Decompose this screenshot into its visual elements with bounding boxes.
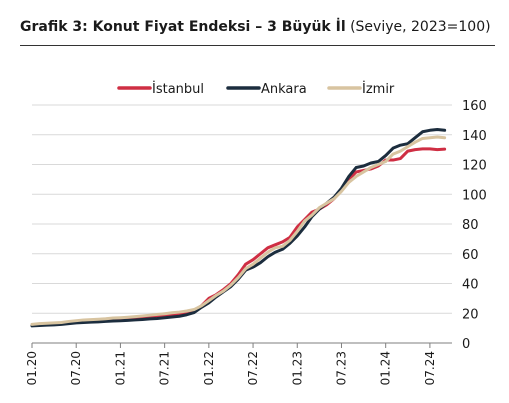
- title-underline: [20, 45, 495, 46]
- y-tick-label: 0: [462, 337, 470, 352]
- legend-label-2: İzmir: [362, 81, 395, 97]
- chart-title-block: Grafik 3: Konut Fiyat Endeksi – 3 Büyük …: [20, 17, 500, 37]
- y-tick-label: 160: [462, 99, 487, 114]
- x-tick-label: 01.24: [379, 351, 393, 385]
- y-tick-label: 20: [462, 307, 479, 322]
- y-tick-label: 80: [462, 218, 479, 233]
- chart-title: Grafik 3: Konut Fiyat Endeksi – 3 Büyük …: [20, 19, 346, 35]
- x-tick-label: 07.21: [158, 351, 172, 385]
- axes: 0 20 40 60 80 100 120 140 160 01.20 07.20 01.21 07.2…: [25, 99, 487, 385]
- legend-label-1: Ankara: [261, 82, 307, 97]
- x-tick-label: 07.22: [246, 351, 260, 385]
- x-tick-label: 07.20: [69, 351, 83, 385]
- series-lines: [30, 128, 447, 328]
- x-tick-label: 01.20: [25, 351, 39, 385]
- x-tick-label: 01.23: [290, 351, 304, 385]
- y-tick-label: 140: [462, 129, 487, 144]
- series-line-0: [30, 147, 447, 327]
- x-tick-label: 07.23: [334, 351, 348, 385]
- gridlines: [32, 104, 452, 314]
- x-tick-label: 01.21: [113, 351, 127, 385]
- y-tick-label: 60: [462, 248, 479, 263]
- y-tick-label: 100: [462, 188, 487, 203]
- x-tick-label: 07.24: [423, 351, 437, 385]
- legend: İstanbul Ankara İzmir: [117, 81, 395, 97]
- y-tick-label: 40: [462, 278, 479, 293]
- chart-subtitle: (Seviye, 2023=100): [350, 19, 491, 35]
- series-line-1: [30, 128, 447, 328]
- series-line-2: [30, 135, 447, 326]
- y-tick-label: 120: [462, 159, 487, 174]
- legend-label-0: İstanbul: [152, 81, 204, 97]
- x-tick-label: 01.22: [202, 351, 216, 385]
